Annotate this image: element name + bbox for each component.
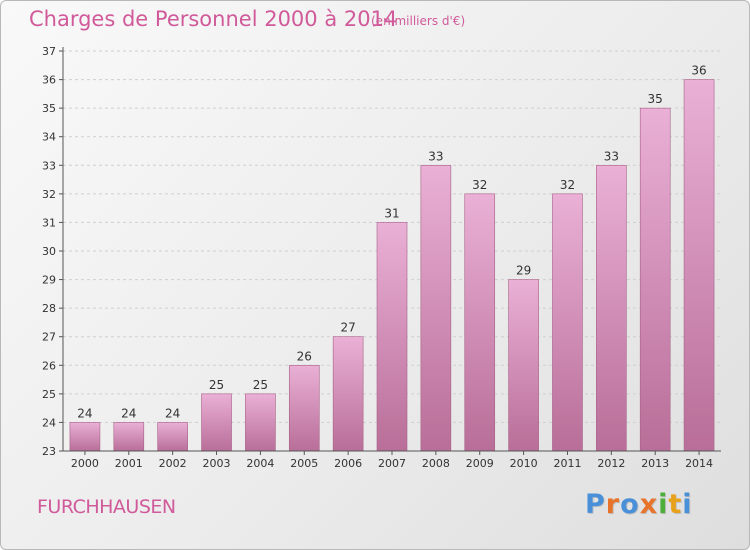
y-tick-label: 23 (42, 445, 56, 458)
bar-2003 (201, 393, 232, 452)
bar-2011 (552, 193, 583, 452)
x-tick-label: 2011 (553, 457, 581, 470)
bar-2002 (157, 422, 188, 452)
y-tick-label: 37 (42, 45, 56, 58)
value-label: 29 (516, 264, 531, 278)
proxiti-logo[interactable]: Proxiti (585, 489, 693, 520)
value-labels: 24 24 24 25 25 26 27 31 33 32 29 32 33 35 36 (77, 64, 706, 421)
logo-letter: t (668, 489, 683, 520)
x-tick-label: 2014 (685, 457, 713, 470)
value-label: 33 (604, 149, 619, 163)
bar-2005 (288, 364, 320, 452)
y-tick-label: 32 (42, 188, 56, 201)
value-label: 26 (297, 349, 312, 363)
logo-letter: i (658, 489, 669, 520)
y-tick-label: 36 (42, 74, 56, 87)
bar-2008 (420, 164, 452, 452)
x-tick-label: 2012 (597, 457, 625, 470)
x-tick-label: 2005 (290, 457, 318, 470)
value-label: 32 (472, 178, 487, 192)
y-tick-label: 24 (42, 416, 56, 429)
y-tick-label: 33 (42, 159, 56, 172)
y-tick-label: 30 (42, 245, 56, 258)
commune-name: FURCHHAUSEN (37, 496, 176, 518)
value-label: 27 (340, 321, 355, 335)
bar-2001 (113, 422, 145, 452)
y-tick-label: 26 (42, 359, 56, 372)
bar-2006 (332, 336, 364, 452)
bar-2009 (464, 193, 496, 452)
value-label: 24 (77, 406, 92, 420)
value-label: 25 (253, 378, 268, 392)
y-tick-label: 35 (42, 102, 56, 115)
value-label: 25 (209, 378, 224, 392)
x-tick-label: 2006 (334, 457, 362, 470)
value-label: 33 (428, 149, 443, 163)
bar-2000 (69, 422, 101, 452)
x-tick-label: 2000 (71, 457, 99, 470)
value-label: 24 (121, 406, 136, 420)
y-tick-label: 31 (42, 216, 56, 229)
x-tick-label: 2003 (203, 457, 231, 470)
chart-title: Charges de Personnel 2000 à 2014 (29, 7, 398, 31)
bar-2013 (639, 107, 671, 452)
x-tick-label: 2007 (378, 457, 406, 470)
bar-2010 (508, 279, 539, 452)
logo-letter: P (585, 489, 606, 520)
x-tick-label: 2002 (159, 457, 187, 470)
x-tick-label: 2001 (115, 457, 143, 470)
value-label: 35 (648, 92, 663, 106)
value-label: 36 (691, 64, 706, 78)
x-tick-label: 2010 (510, 457, 538, 470)
logo-letter: r (605, 489, 621, 520)
logo-letter: o (620, 489, 640, 520)
value-label: 31 (384, 206, 399, 220)
y-tick-label: 34 (42, 131, 56, 144)
bar-2012 (596, 164, 627, 452)
bar-2004 (245, 393, 276, 452)
y-tick-label: 25 (42, 388, 56, 401)
y-tick-label: 29 (42, 274, 56, 287)
logo-letter: i (682, 489, 693, 520)
chart-subtitle: (en milliers d'€) (371, 14, 466, 28)
value-label: 32 (560, 178, 575, 192)
bar-2014 (683, 79, 715, 452)
logo-letter: x (639, 489, 659, 520)
x-tick-label: 2008 (422, 457, 450, 470)
bar-2007 (376, 222, 408, 452)
x-tick-label: 2004 (246, 457, 274, 470)
bars (69, 79, 715, 452)
axes: 23 24 25 26 27 28 29 30 31 32 33 34 35 36 37 2000 2001 20… (42, 45, 721, 470)
value-label: 24 (165, 406, 180, 420)
y-tick-label: 28 (42, 302, 56, 315)
x-tick-label: 2013 (641, 457, 669, 470)
x-tick-label: 2009 (466, 457, 494, 470)
y-tick-label: 27 (42, 331, 56, 344)
